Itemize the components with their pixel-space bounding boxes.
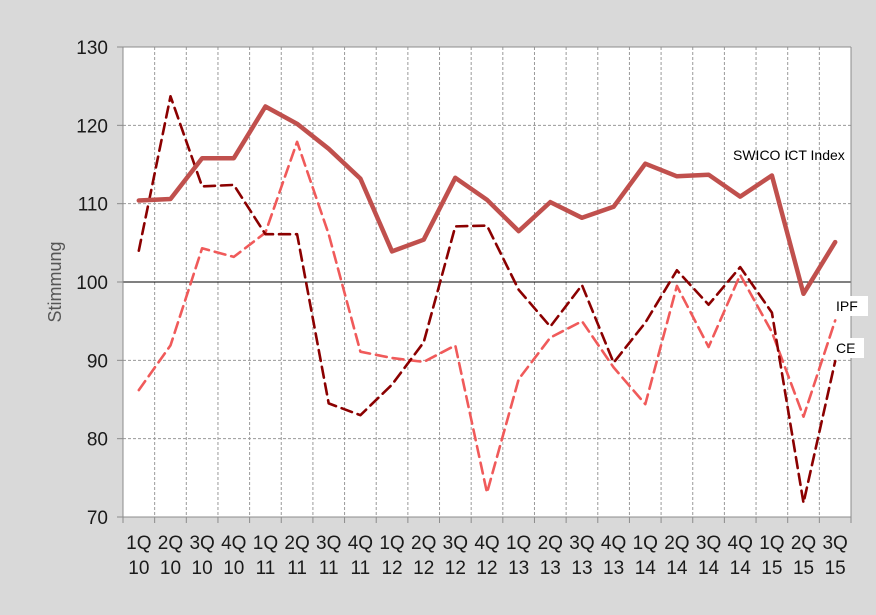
x-tick-label-quarter: 3Q [822,533,847,554]
x-tick-label-year: 13 [571,558,592,579]
x-tick-label-quarter: 3Q [569,533,594,554]
x-tick-label-quarter: 2Q [411,533,436,554]
y-tick-label: 80 [87,430,108,451]
x-tick-label-year: 12 [381,558,402,579]
x-tick-label-year: 10 [223,558,244,579]
series-layer [136,95,838,505]
x-tick-label-year: 14 [666,558,688,579]
y-tick-label: 110 [78,195,108,216]
x-tick-label-year: 13 [540,558,561,579]
x-tick-label-quarter: 2Q [664,533,689,554]
x-tick-label-year: 14 [698,558,720,579]
x-tick-label-year: 11 [256,558,276,579]
series-line-ce [137,140,837,495]
x-tick-label-quarter: 4Q [728,533,753,554]
x-tick-labels: 1Q 10 2Q 10 3Q 10 4Q 10 1Q 11 2Q 11 3Q 11 4Q 11 1Q 12 2Q 12… [126,533,848,579]
x-tick-label-year: 12 [445,558,466,579]
x-tick-label-year: 10 [160,558,181,579]
series-label-background [832,338,864,358]
x-tick-label-year: 13 [603,558,624,579]
y-tick-label: 120 [76,116,108,137]
x-tick-label-year: 11 [351,558,371,579]
x-tick-label-quarter: 2Q [791,533,816,554]
x-tick-label-quarter: 4Q [601,533,626,554]
y-tick-labels: 70 80 90 100 110 120 130 [76,38,108,529]
series-labels: SWICO ICT Index IPF CE [733,147,868,358]
x-tick-label-quarter: 2Q [538,533,563,554]
x-tick-label-year: 11 [287,558,307,579]
series-label-swico-ict-index: SWICO ICT Index [733,147,845,163]
y-tick-label: 130 [76,38,108,59]
x-tick-label-year: 12 [476,558,497,579]
x-tick-label-year: 10 [128,558,149,579]
y-tick-label: 70 [87,508,108,529]
x-tick-label-year: 10 [192,558,213,579]
x-tick-label-quarter: 3Q [316,533,341,554]
x-tick-label-quarter: 1Q [379,533,404,554]
x-tick-label-quarter: 3Q [443,533,468,554]
x-tick-label-quarter: 4Q [348,533,373,554]
x-tick-label-quarter: 4Q [474,533,499,554]
y-tick-label: 100 [76,273,108,294]
x-tick-label-year: 11 [319,558,339,579]
y-axis-label: Stimmung [45,241,65,322]
x-tick-label-quarter: 1Q [253,533,278,554]
x-tick-label-quarter: 1Q [759,533,784,554]
x-tick-label-quarter: 3Q [696,533,721,554]
x-tick-label-year: 15 [793,558,814,579]
x-tick-label-quarter: 3Q [189,533,214,554]
x-tick-label-year: 12 [413,558,434,579]
x-tick-label-year: 15 [761,558,782,579]
x-tick-label-quarter: 4Q [221,533,246,554]
x-tick-label-quarter: 1Q [506,533,531,554]
series-label-background [832,296,868,316]
x-tick-label-year: 14 [730,558,752,579]
series-line-ipf [137,95,837,505]
x-tick-label-year: 15 [825,558,846,579]
x-tick-label-quarter: 2Q [158,533,183,554]
y-tick-label: 90 [87,351,108,372]
x-tick-label-quarter: 2Q [284,533,309,554]
axes [122,47,852,523]
series-line-swico-ict-index [136,104,838,297]
series-label-ipf: IPF [836,298,858,314]
x-tick-label-year: 13 [508,558,529,579]
x-tick-label-quarter: 1Q [126,533,151,554]
series-label-ce: CE [836,340,855,356]
x-tick-label-quarter: 1Q [633,533,658,554]
x-tick-label-year: 14 [635,558,657,579]
